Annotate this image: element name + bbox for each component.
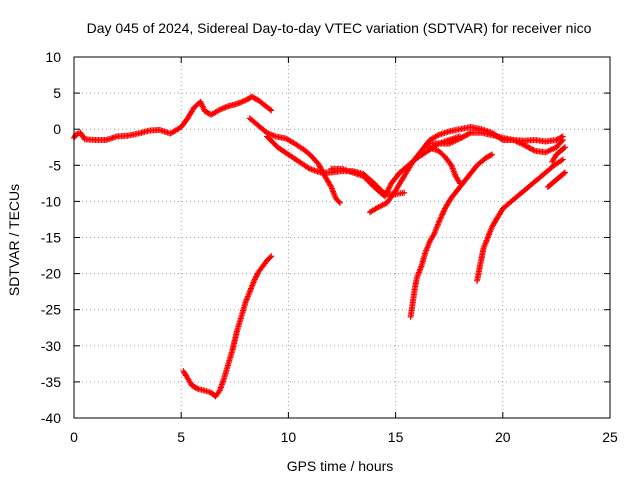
tick-marks	[73, 56, 611, 419]
x-tick-label: 20	[495, 429, 511, 445]
series-arc-11	[549, 144, 568, 165]
y-tick-label: -25	[41, 302, 61, 318]
chart-title: Day 045 of 2024, Sidereal Day-to-day VTE…	[87, 20, 592, 36]
series-arc-1	[71, 93, 275, 144]
y-tick-label: -30	[41, 338, 61, 354]
marker-trail	[248, 116, 342, 205]
series-arc-10	[544, 169, 568, 190]
series-arc-3	[263, 133, 408, 198]
y-tick-label: -15	[41, 230, 61, 246]
marker-trail	[407, 152, 494, 319]
x-tick-label: 0	[70, 429, 78, 445]
series-arc-7	[424, 129, 566, 156]
y-tick-label: -40	[41, 410, 61, 426]
x-axis-label: GPS time / hours	[287, 458, 394, 474]
series-arc-2	[246, 115, 343, 206]
series-arc-12	[180, 253, 275, 400]
series-arc-8	[407, 151, 496, 320]
x-tick-label: 15	[388, 429, 404, 445]
marker-trail	[71, 94, 273, 143]
marker-trail	[181, 254, 274, 399]
x-tick-label: 5	[177, 429, 185, 445]
series-arc-9	[474, 156, 566, 284]
y-tick-label: -5	[49, 157, 62, 173]
grid-lines	[74, 57, 610, 418]
data-layer	[71, 93, 568, 400]
y-tick-label: -35	[41, 374, 61, 390]
marker-trail	[426, 144, 463, 185]
y-axis-label: SDTVAR / TECUs	[6, 184, 22, 296]
y-tick-label: -10	[41, 193, 61, 209]
marker-trail	[474, 157, 565, 283]
marker-trail	[545, 170, 567, 190]
marker-trail	[426, 129, 565, 156]
y-tick-label: 5	[53, 85, 61, 101]
x-tick-label: 25	[602, 429, 618, 445]
y-tick-labels: 10 5 0 -5 -10 -15 -20 -25 -30 -35 -40	[41, 49, 61, 426]
x-tick-labels: 0 5 10 15 20 25	[70, 429, 618, 445]
marker-trail	[265, 134, 406, 198]
y-tick-label: 10	[45, 49, 61, 65]
series-arc-6	[424, 144, 463, 187]
marker-trail	[550, 145, 567, 164]
y-tick-label: -20	[41, 266, 61, 282]
x-tick-label: 10	[281, 429, 297, 445]
y-tick-label: 0	[53, 121, 61, 137]
